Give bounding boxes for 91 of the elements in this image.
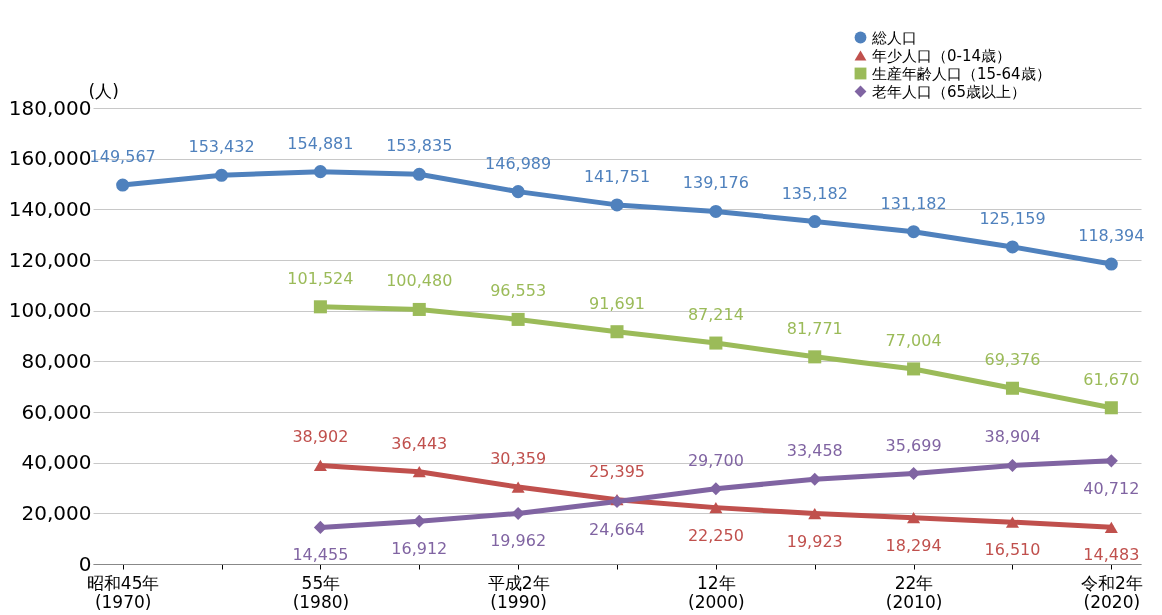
point [1104, 401, 1118, 415]
point [907, 467, 921, 481]
data-label: 101,524 [287, 268, 354, 288]
data-label: 135,182 [781, 183, 848, 203]
data-label: 87,214 [687, 305, 744, 325]
data-label: 19,923 [786, 531, 843, 551]
data-label: 154,881 [287, 133, 354, 153]
data-label: 81,771 [786, 318, 843, 338]
data-label: 16,510 [984, 540, 1041, 560]
data-label: 96,553 [490, 281, 547, 301]
data-label: 153,432 [188, 137, 255, 157]
point [116, 178, 130, 192]
legend-label: 生産年齢人口（15-64歳） [872, 64, 1051, 83]
x-tick-label: 22年 (2010) [885, 572, 943, 612]
data-label: 125,159 [979, 208, 1046, 228]
data-label: 153,835 [386, 136, 453, 156]
data-label: 35,699 [885, 435, 942, 455]
legend-label: 年少人口（0-14歳） [872, 46, 1012, 65]
data-label: 118,394 [1078, 226, 1145, 246]
data-label: 146,989 [485, 153, 552, 173]
point [709, 336, 723, 350]
data-label: 16,912 [391, 539, 448, 559]
y-tick-label: 140,000 [8, 196, 92, 221]
data-label: 100,480 [386, 271, 453, 291]
point [808, 350, 822, 364]
point [313, 520, 327, 534]
point [1005, 381, 1019, 395]
y-tick-label: 60,000 [21, 399, 92, 424]
point [709, 482, 723, 496]
y-tick-label: 100,000 [8, 298, 92, 323]
x-tick-label: 12年 (2000) [688, 572, 745, 612]
data-label: 14,455 [292, 545, 349, 565]
y-axis-title: (人) [88, 80, 119, 101]
point [808, 472, 822, 486]
point [907, 225, 921, 239]
data-label: 14,483 [1083, 545, 1140, 565]
point [1104, 257, 1118, 271]
point [215, 168, 229, 182]
data-label: 36,443 [391, 433, 448, 453]
x-tick-label: 平成2年 (1990) [487, 572, 550, 612]
data-label: 139,176 [682, 173, 749, 193]
y-tick-label: 80,000 [21, 348, 92, 373]
data-label: 91,691 [589, 293, 645, 313]
point [412, 302, 426, 316]
point [808, 215, 822, 229]
point [907, 362, 921, 376]
point [511, 506, 525, 520]
legend-label: 総人口 [871, 28, 917, 47]
data-label: 40,712 [1083, 478, 1140, 498]
point [610, 325, 624, 339]
point [709, 501, 723, 514]
point [511, 185, 525, 199]
point [1104, 521, 1118, 533]
point [313, 459, 327, 472]
point [511, 481, 525, 493]
data-label: 19,962 [490, 531, 547, 551]
data-label: 30,359 [490, 449, 547, 469]
point [610, 198, 624, 212]
data-label: 38,904 [984, 427, 1041, 447]
point [313, 300, 327, 314]
data-label: 141,751 [583, 166, 651, 186]
point [709, 204, 723, 218]
point [412, 167, 426, 181]
point [1005, 458, 1019, 472]
point [412, 466, 426, 478]
point [511, 312, 525, 326]
data-label: 38,902 [292, 427, 349, 447]
data-label: 29,700 [687, 450, 744, 470]
legend-label: 老年人口（65歳以上） [872, 82, 1027, 101]
data-label: 131,182 [880, 193, 947, 213]
point [1005, 516, 1019, 528]
data-label: 77,004 [885, 330, 942, 350]
data-label: 69,376 [984, 350, 1041, 370]
point [313, 165, 327, 179]
point [808, 507, 822, 520]
y-tick-label: 40,000 [21, 450, 92, 475]
x-tick-label: 55年 (1980) [292, 572, 350, 612]
data-label: 33,458 [786, 441, 843, 461]
y-tick-label: 160,000 [8, 146, 92, 171]
data-label: 22,250 [687, 525, 744, 545]
data-label: 25,395 [589, 461, 645, 481]
point [907, 512, 921, 524]
data-label: 18,294 [885, 535, 942, 555]
y-tick-label: 120,000 [8, 247, 92, 272]
data-label: 24,664 [589, 519, 645, 539]
point [1104, 454, 1118, 468]
data-label: 149,567 [89, 147, 156, 167]
point [1005, 240, 1019, 254]
x-tick-label: 令和2年 (2020) [1080, 572, 1143, 612]
y-tick-label: 20,000 [21, 500, 92, 525]
data-label: 61,670 [1083, 369, 1140, 389]
